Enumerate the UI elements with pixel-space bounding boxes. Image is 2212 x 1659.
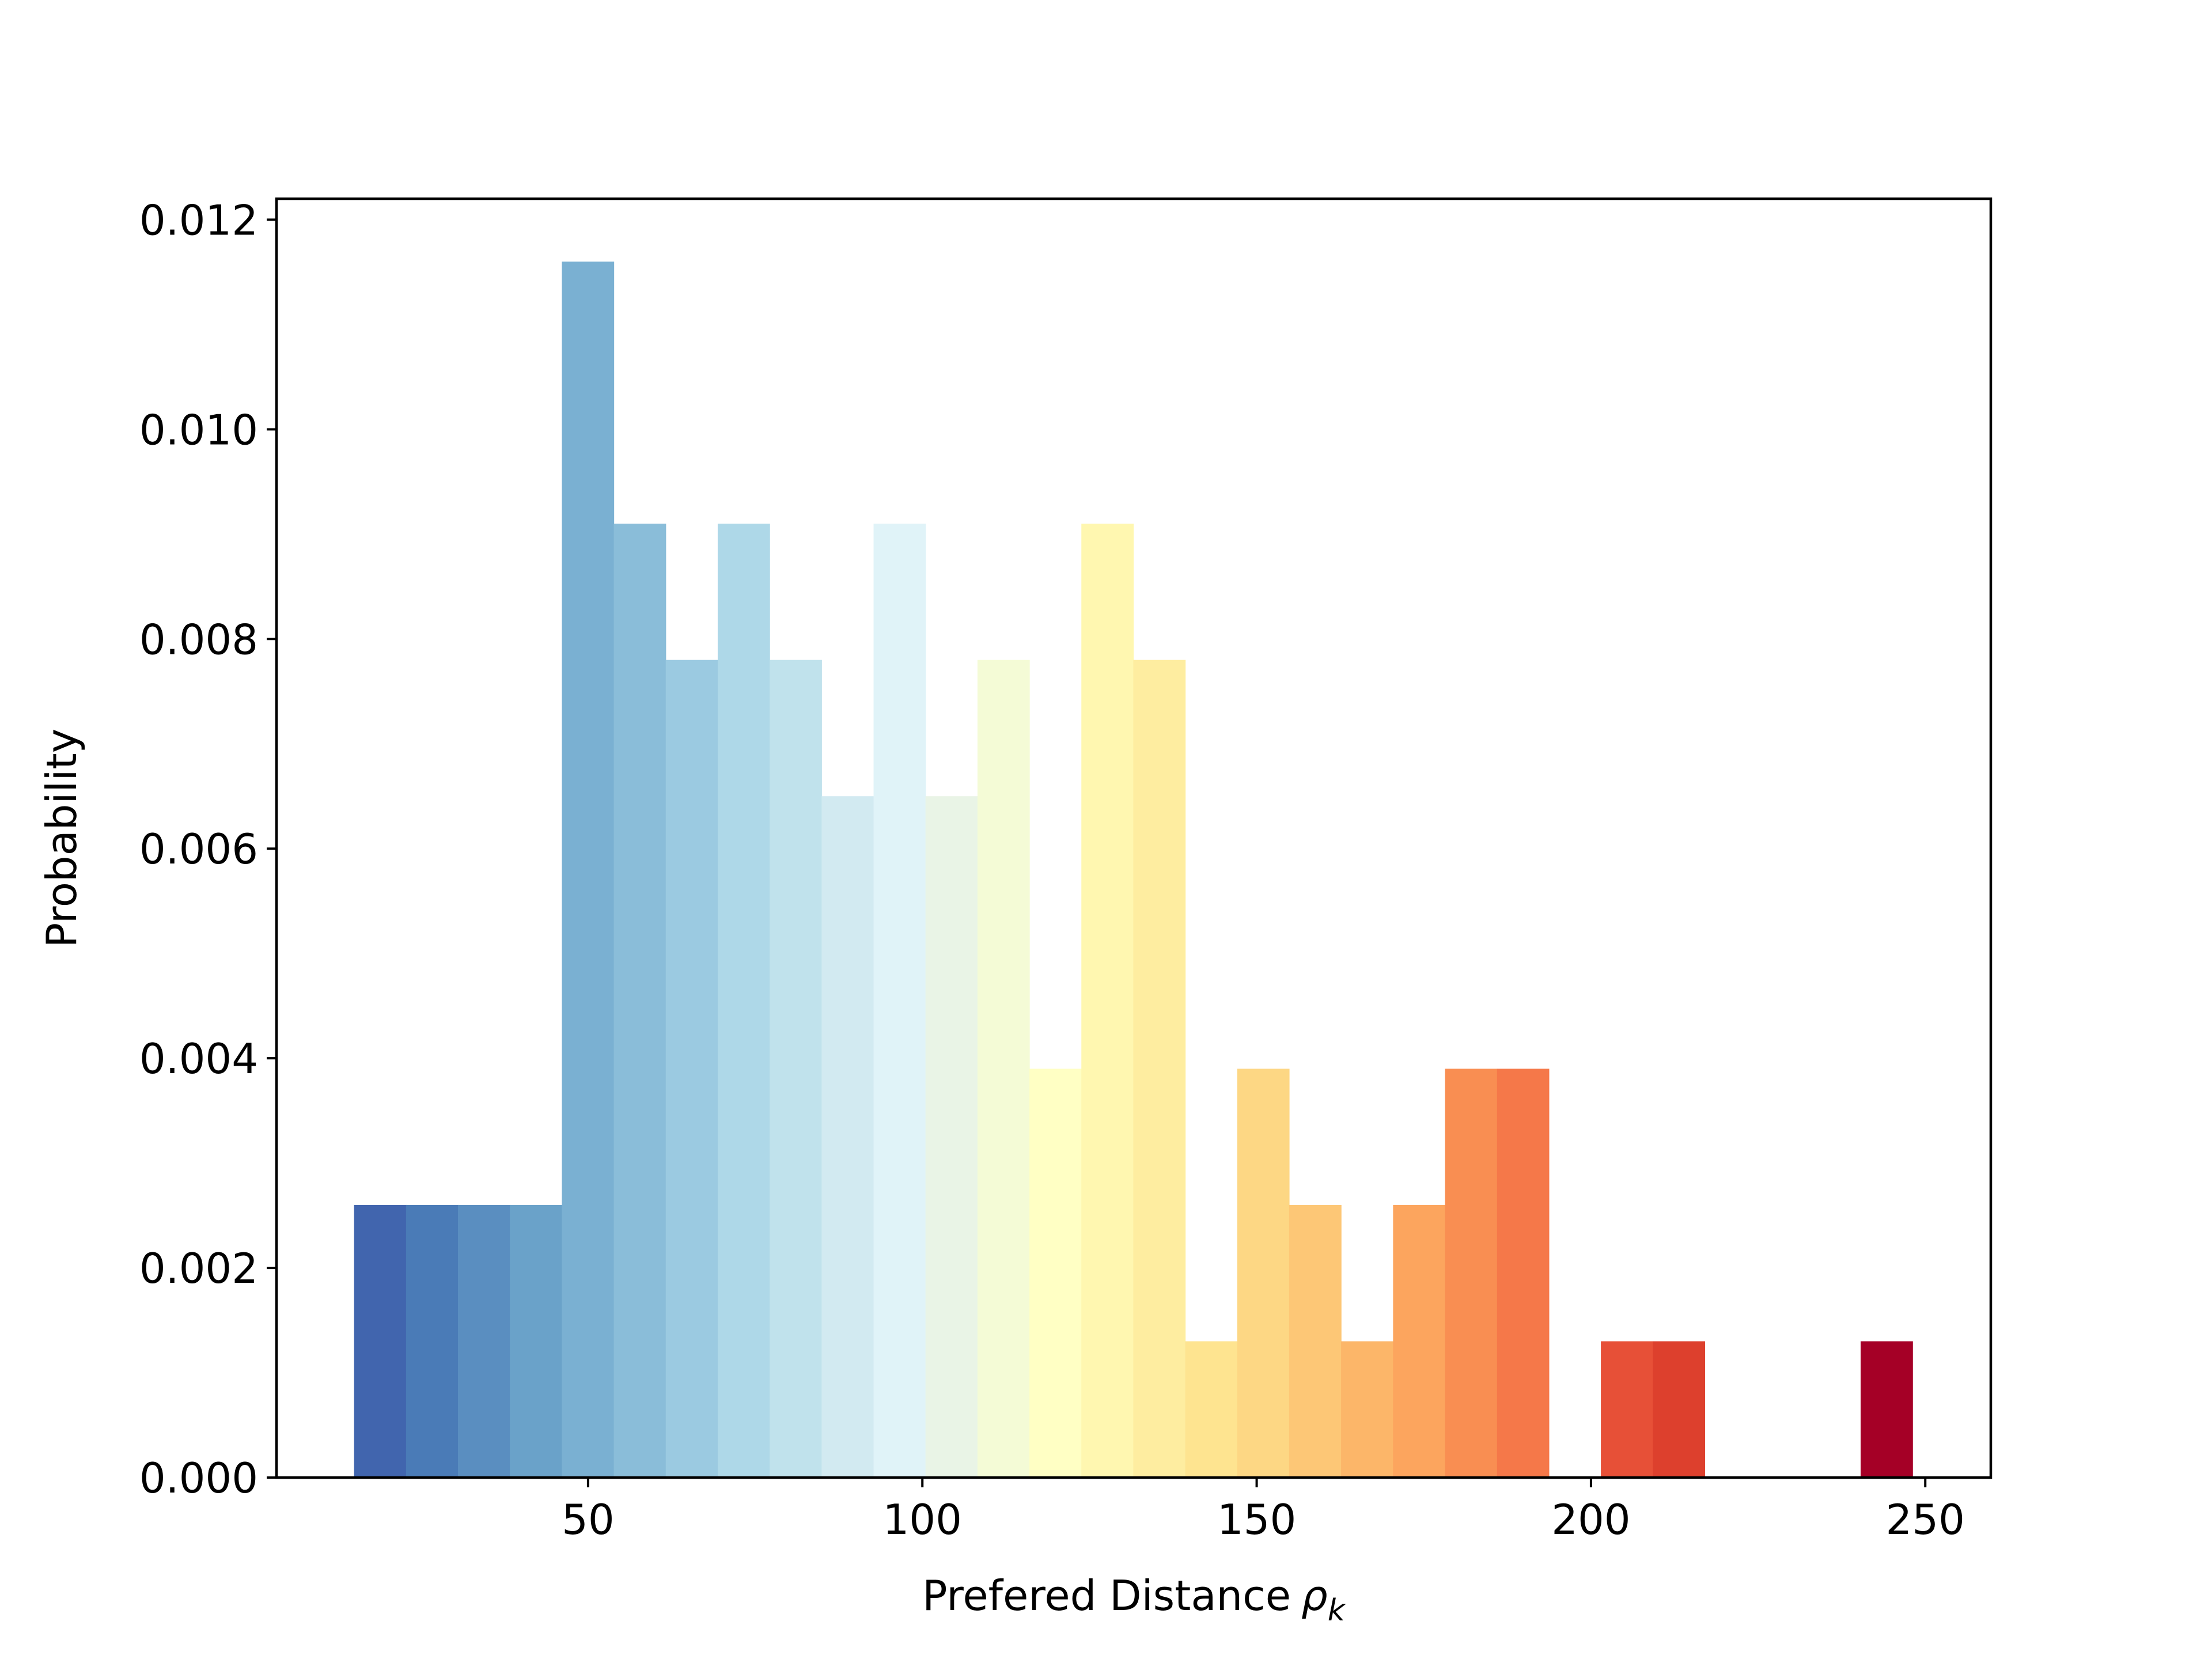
y-axis-ticks: 0.000 0.002 0.004 0.006 0.008 0.010 0.012 bbox=[139, 196, 276, 1502]
histogram-bar bbox=[1341, 1341, 1393, 1478]
bars-group bbox=[354, 262, 1913, 1478]
histogram-bar bbox=[665, 660, 718, 1478]
y-tick-label: 0.004 bbox=[139, 1035, 258, 1083]
y-tick-label: 0.000 bbox=[139, 1454, 258, 1502]
x-axis-label: Prefered Distance ρk bbox=[922, 1571, 1346, 1628]
histogram-bar bbox=[873, 524, 926, 1478]
histogram-bar bbox=[1029, 1069, 1082, 1478]
histogram-bar bbox=[770, 660, 822, 1478]
x-tick-label: 200 bbox=[1551, 1495, 1630, 1544]
histogram-bar bbox=[717, 524, 770, 1478]
histogram-bar bbox=[821, 796, 874, 1478]
histogram-bar bbox=[1445, 1069, 1498, 1478]
histogram-bar bbox=[1133, 660, 1186, 1478]
x-axis-label-text: Prefered Distance bbox=[922, 1571, 1291, 1620]
histogram-bar bbox=[1497, 1069, 1550, 1478]
x-axis-label-subscript: k bbox=[1328, 1593, 1346, 1628]
histogram-bar bbox=[1289, 1205, 1342, 1478]
y-tick-label: 0.008 bbox=[139, 615, 258, 664]
histogram-bar bbox=[1185, 1341, 1238, 1478]
x-tick-label: 250 bbox=[1886, 1495, 1965, 1544]
histogram-bar bbox=[1081, 524, 1134, 1478]
y-axis-label: Probability bbox=[37, 729, 86, 948]
histogram-bar bbox=[977, 660, 1030, 1478]
histogram-bar bbox=[458, 1205, 510, 1478]
histogram-bar bbox=[562, 262, 615, 1478]
histogram-bar bbox=[1393, 1205, 1446, 1478]
y-tick-label: 0.006 bbox=[139, 825, 258, 873]
histogram-bar bbox=[1861, 1341, 1913, 1478]
histogram-bar bbox=[1237, 1069, 1290, 1478]
x-tick-label: 150 bbox=[1217, 1495, 1296, 1544]
x-tick-label: 100 bbox=[883, 1495, 962, 1544]
axes-frame bbox=[275, 197, 1993, 1479]
histogram-bar bbox=[613, 524, 666, 1478]
x-axis-ticks: 50 100 150 200 250 bbox=[562, 1478, 1965, 1544]
histogram-bar bbox=[1601, 1341, 1653, 1478]
histogram-bar bbox=[925, 796, 978, 1478]
y-tick-label: 0.002 bbox=[139, 1244, 258, 1293]
x-axis-label-symbol: ρ bbox=[1301, 1571, 1328, 1620]
y-tick-label: 0.010 bbox=[139, 406, 258, 454]
y-tick-label: 0.012 bbox=[139, 196, 258, 244]
histogram-bar bbox=[510, 1205, 562, 1478]
histogram-bar bbox=[1653, 1341, 1706, 1478]
histogram-bar bbox=[354, 1205, 407, 1478]
x-tick-label: 50 bbox=[562, 1495, 615, 1544]
histogram-bar bbox=[406, 1205, 459, 1478]
